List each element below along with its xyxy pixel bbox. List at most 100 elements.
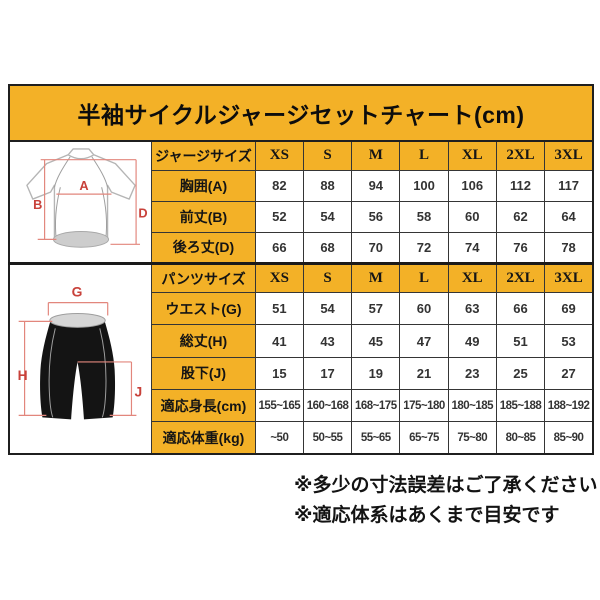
cell-inseam-s: 17 bbox=[302, 356, 353, 390]
pants-size-col-l: L bbox=[399, 261, 449, 294]
row-label-front-length: 前丈(B) bbox=[151, 200, 256, 233]
jersey-collar bbox=[67, 148, 95, 156]
footnote-guideline: ※適応体系はあくまで目安です bbox=[294, 505, 560, 526]
pants-header-row: G H J パンツサイズ XS S M L XL 2XL 3XL bbox=[8, 261, 594, 455]
cell-inseam-2xl: 25 bbox=[495, 356, 546, 390]
cell-height-xl: 180~185 bbox=[447, 388, 497, 423]
cell-front-xl: 60 bbox=[447, 200, 497, 233]
pants-dim-label-inseam: J bbox=[135, 384, 143, 400]
pants-size-col-xs: XS bbox=[254, 261, 304, 294]
pants-dim-label-total: H bbox=[18, 367, 28, 383]
cell-chest-s: 88 bbox=[302, 169, 353, 202]
cell-back-s: 68 bbox=[302, 231, 353, 265]
cell-weight-l: 65~75 bbox=[399, 421, 449, 455]
cell-chest-m: 94 bbox=[351, 169, 401, 202]
pants-body-shape bbox=[40, 321, 116, 420]
pants-waist-ellipse bbox=[49, 312, 106, 328]
pants-size-col-m: M bbox=[351, 261, 401, 294]
pants-diagram-cell: G H J bbox=[8, 262, 153, 455]
cell-waist-s: 54 bbox=[302, 292, 353, 326]
cell-back-xl: 74 bbox=[447, 231, 497, 265]
cell-chest-xl: 106 bbox=[447, 169, 497, 202]
cell-front-s: 54 bbox=[302, 200, 353, 233]
cell-total-2xl: 51 bbox=[495, 324, 546, 358]
row-label-inseam: 股下(J) bbox=[151, 356, 256, 390]
cell-total-l: 47 bbox=[399, 324, 449, 358]
jersey-size-col-l: L bbox=[399, 140, 449, 171]
cell-inseam-xl: 23 bbox=[447, 356, 497, 390]
footnote-tolerance: ※多少の寸法誤差はご了承ください bbox=[294, 475, 598, 496]
cell-front-l: 58 bbox=[399, 200, 449, 233]
table-row-height: 適応身長(cm) 155~165 160~168 168~175 175~180… bbox=[9, 388, 594, 423]
jersey-size-col-2xl: 2XL bbox=[495, 140, 546, 171]
jersey-size-col-xl: XL bbox=[447, 140, 497, 171]
jersey-size-header: ジャージサイズ bbox=[151, 140, 256, 171]
cell-chest-xs: 82 bbox=[254, 169, 304, 202]
row-label-waist: ウエスト(G) bbox=[151, 292, 256, 326]
jersey-header-row: A B D ジャージサイズ XS S M L XL 2XL 3XL bbox=[8, 140, 594, 264]
size-chart-table: 半袖サイクルジャージセットチャート(cm) bbox=[8, 84, 594, 455]
pants-seam-left bbox=[48, 328, 56, 418]
row-label-chest: 胸囲(A) bbox=[151, 169, 256, 202]
cell-total-m: 45 bbox=[351, 324, 401, 358]
pants-size-col-s: S bbox=[302, 261, 353, 294]
cell-height-s: 160~168 bbox=[302, 388, 353, 423]
cell-weight-m: 55~65 bbox=[351, 421, 401, 455]
cell-inseam-l: 21 bbox=[399, 356, 449, 390]
cell-waist-l: 60 bbox=[399, 292, 449, 326]
cell-front-m: 56 bbox=[351, 200, 401, 233]
pants-seam-right bbox=[99, 328, 107, 418]
cell-inseam-3xl: 27 bbox=[544, 356, 594, 390]
cell-back-xs: 66 bbox=[254, 231, 304, 265]
pants-diagram-image: G H J bbox=[18, 284, 143, 420]
title-row: 半袖サイクルジャージセットチャート(cm) bbox=[8, 84, 594, 142]
cell-total-xs: 41 bbox=[254, 324, 304, 358]
jersey-size-col-m: M bbox=[351, 140, 401, 171]
footnotes: ※多少の寸法誤差はご了承ください ※適応体系はあくまで目安です bbox=[294, 471, 597, 531]
cell-front-3xl: 64 bbox=[544, 200, 594, 233]
cell-height-3xl: 188~192 bbox=[544, 388, 594, 423]
cell-waist-2xl: 66 bbox=[495, 292, 546, 326]
jersey-diagram-image: A B D bbox=[26, 148, 148, 248]
cell-front-xs: 52 bbox=[254, 200, 304, 233]
cell-weight-xs: ~50 bbox=[254, 421, 304, 455]
table-row-inseam: 股下(J) 15 17 19 21 23 25 27 bbox=[9, 356, 594, 390]
cell-total-xl: 49 bbox=[447, 324, 497, 358]
cell-waist-3xl: 69 bbox=[544, 292, 594, 326]
cell-back-3xl: 78 bbox=[544, 231, 594, 265]
jersey-dim-label-chest: A bbox=[79, 178, 88, 193]
cell-total-3xl: 53 bbox=[544, 324, 594, 358]
cell-total-s: 43 bbox=[302, 324, 353, 358]
cell-weight-3xl: 85~90 bbox=[544, 421, 594, 455]
cell-chest-l: 100 bbox=[399, 169, 449, 202]
cell-weight-s: 50~55 bbox=[302, 421, 353, 455]
jersey-dim-label-back: D bbox=[138, 206, 147, 221]
cell-height-xs: 155~165 bbox=[254, 388, 304, 423]
table-row-total-length: 総丈(H) 41 43 45 47 49 51 53 bbox=[9, 324, 594, 358]
cell-inseam-m: 19 bbox=[351, 356, 401, 390]
jersey-size-col-xs: XS bbox=[254, 140, 304, 171]
table-row-front-length: 前丈(B) 52 54 56 58 60 62 64 bbox=[9, 200, 594, 233]
pants-size-header: パンツサイズ bbox=[151, 261, 256, 294]
table-row-back-length: 後ろ丈(D) 66 68 70 72 74 76 78 bbox=[9, 231, 594, 265]
table-row-waist: ウエスト(G) 51 54 57 60 63 66 69 bbox=[9, 292, 594, 326]
cell-weight-xl: 75~80 bbox=[447, 421, 497, 455]
pants-size-col-xl: XL bbox=[447, 261, 497, 294]
cell-chest-2xl: 112 bbox=[495, 169, 546, 202]
pants-size-col-3xl: 3XL bbox=[544, 261, 594, 294]
cell-back-m: 70 bbox=[351, 231, 401, 265]
cell-front-2xl: 62 bbox=[495, 200, 546, 233]
cell-height-m: 168~175 bbox=[351, 388, 401, 423]
row-label-height: 適応身長(cm) bbox=[151, 388, 256, 423]
cell-waist-m: 57 bbox=[351, 292, 401, 326]
cell-height-l: 175~180 bbox=[399, 388, 449, 423]
jersey-body-outline bbox=[26, 154, 136, 242]
page-title: 半袖サイクルジャージセットチャート(cm) bbox=[8, 84, 594, 142]
row-label-weight: 適応体重(kg) bbox=[151, 421, 256, 455]
cell-waist-xs: 51 bbox=[254, 292, 304, 326]
jersey-size-col-3xl: 3XL bbox=[544, 140, 594, 171]
cell-weight-2xl: 80~85 bbox=[495, 421, 546, 455]
cell-inseam-xs: 15 bbox=[254, 356, 304, 390]
row-label-back-length: 後ろ丈(D) bbox=[151, 231, 256, 265]
